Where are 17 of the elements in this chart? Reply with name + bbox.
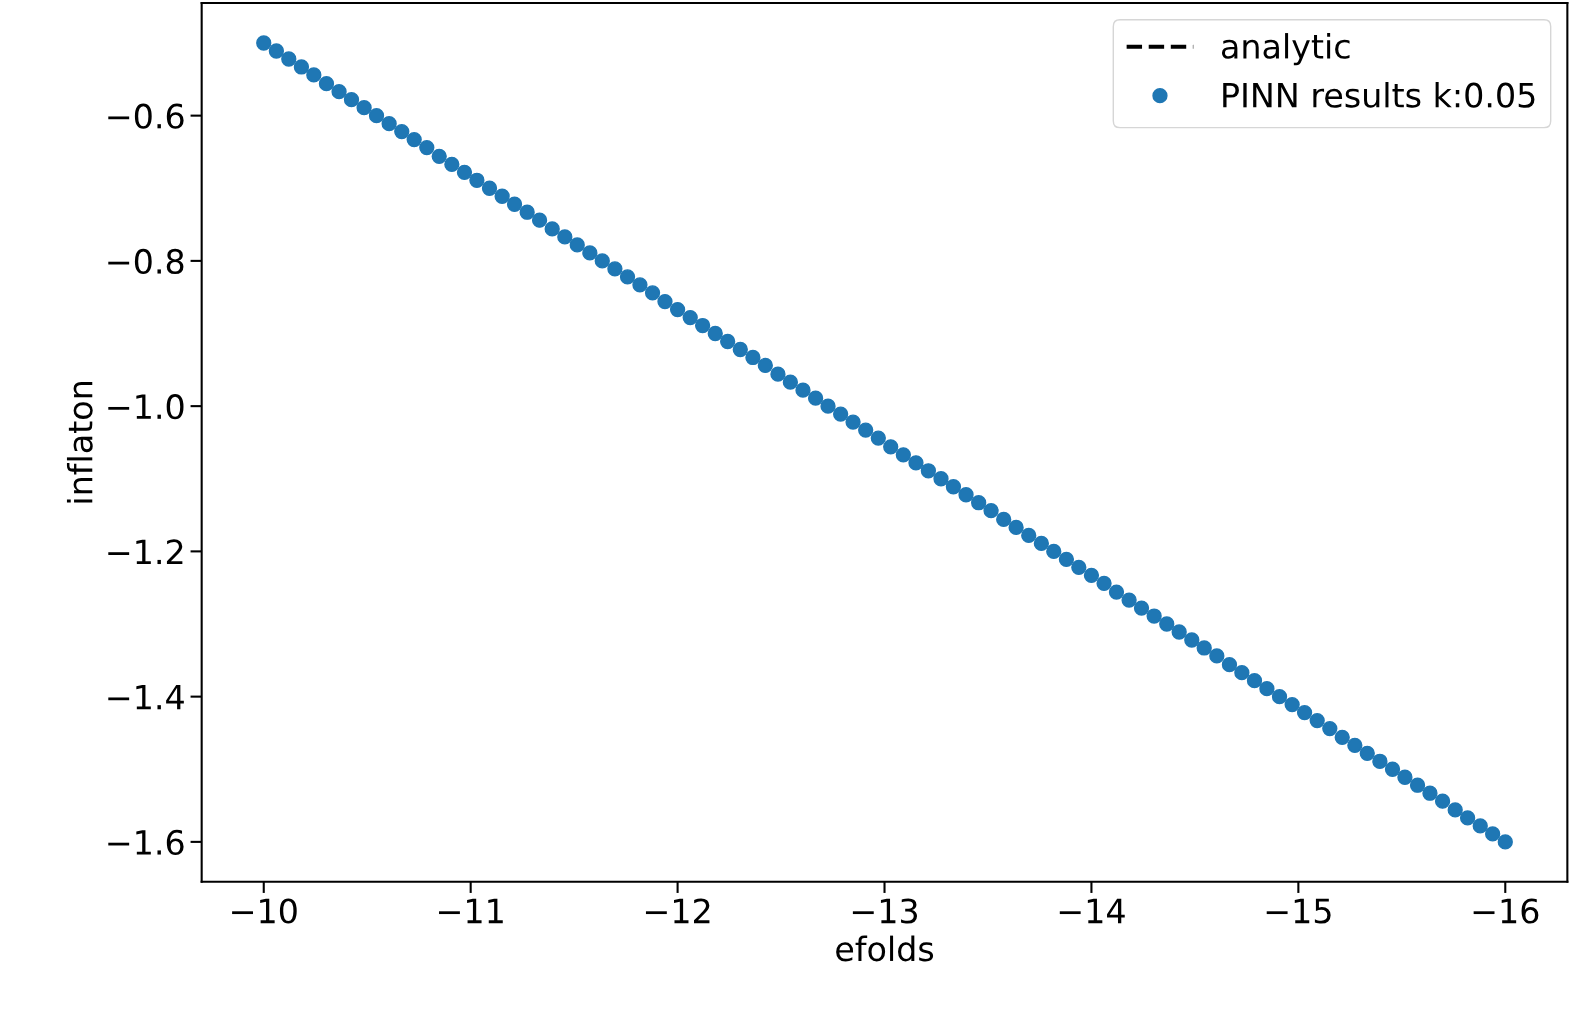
x-tick-label: −10 bbox=[232, 898, 297, 924]
y-tick-label: −1.0 bbox=[108, 394, 184, 420]
y-tick-label: −1.6 bbox=[108, 829, 184, 856]
y-tick-label: −0.8 bbox=[108, 248, 184, 275]
x-tick-label: −15 bbox=[1266, 898, 1331, 924]
x-tick-label: −14 bbox=[1059, 898, 1125, 924]
x-tick-label: −13 bbox=[852, 898, 918, 924]
y-tick-label: −1.4 bbox=[108, 685, 184, 710]
legend-label: PINN results k:0.05 bbox=[1223, 82, 1535, 108]
x-axis-title: efolds bbox=[836, 935, 934, 962]
x-tick-label: −12 bbox=[645, 898, 710, 924]
y-axis-title: inflaton bbox=[66, 382, 93, 503]
x-tick-label: −16 bbox=[1473, 898, 1539, 924]
y-tick-label: −1.2 bbox=[108, 539, 183, 565]
legend-label: analytic bbox=[1221, 33, 1350, 66]
y-tick-label: −0.6 bbox=[108, 103, 184, 129]
x-tick-label: −11 bbox=[439, 898, 503, 924]
